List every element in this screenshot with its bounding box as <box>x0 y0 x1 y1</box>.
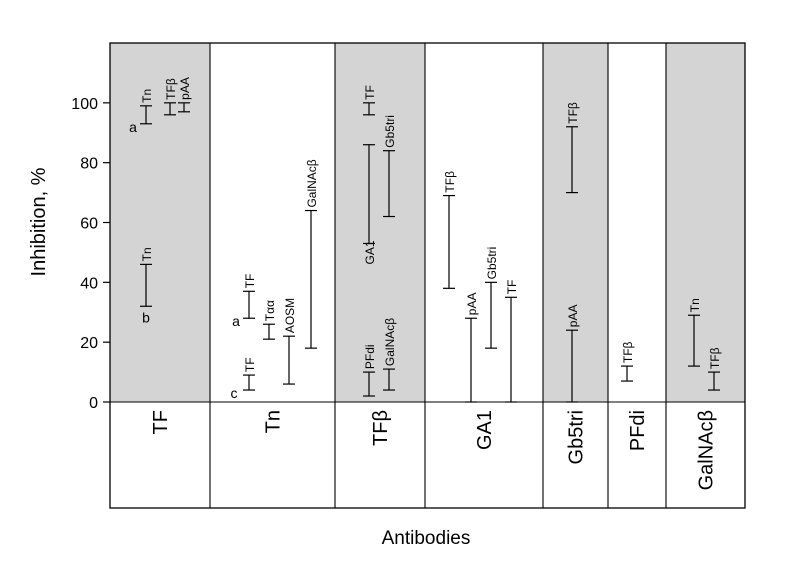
category-label-TF: TF <box>150 410 172 434</box>
bar-label: TFβ <box>708 347 722 369</box>
x-axis-label: Antibodies <box>382 528 471 549</box>
bar-label: pAA <box>178 77 192 100</box>
range-bar: GA1 <box>363 144 377 264</box>
bar-label: Tn <box>140 247 154 261</box>
category-label-Gb5tri: Gb5tri <box>566 410 588 464</box>
bar-label: GA1 <box>363 240 377 264</box>
panel-TFb <box>335 43 425 402</box>
category-label-Tn: Tn <box>263 410 285 433</box>
category-label-TFb: TFβ <box>370 410 392 446</box>
significance-letter: b <box>142 309 150 325</box>
bar-label: Tαα <box>263 300 277 321</box>
y-tick-label: 20 <box>80 335 98 352</box>
y-tick-label: 0 <box>89 395 98 412</box>
bar-label: Tn <box>140 89 154 103</box>
range-bar: GalNAcβ <box>383 318 397 391</box>
category-label-PFdi: PFdi <box>627 410 649 451</box>
range-bar: GalNAcβ <box>305 159 319 349</box>
y-tick-label: 60 <box>80 216 98 233</box>
range-bar: pAA <box>178 77 192 113</box>
range-bar: TFβ <box>443 171 457 289</box>
range-bar: pAA <box>465 293 479 403</box>
group-panels <box>110 43 745 402</box>
range-bar: Tn <box>688 298 702 367</box>
range-bar: Tn a <box>129 89 154 135</box>
significance-letter: a <box>232 313 240 329</box>
bar-label: PFdi <box>363 344 377 369</box>
range-bar: Gb5tri <box>383 115 397 218</box>
bar-label: GalNAcβ <box>383 318 397 366</box>
bar-label: TFβ <box>164 78 178 100</box>
outer-border <box>109 42 746 509</box>
range-bar: TF <box>505 280 519 403</box>
range-bar: TFβ <box>164 78 178 116</box>
bar-label: TF <box>363 85 377 100</box>
category-labels: TF Tn TFβ GA1 Gb5tri PFdi GalNAcβ <box>150 410 718 490</box>
range-bar: pAA <box>566 305 580 403</box>
range-bar: Tαα <box>263 300 277 340</box>
bar-label: TFβ <box>621 341 635 363</box>
bar-label: Tn <box>688 298 702 312</box>
panel-TF <box>110 43 210 402</box>
bar-label: Gb5tri <box>485 247 499 280</box>
range-bar: TF <box>363 85 377 116</box>
y-tick-label: 80 <box>80 156 98 173</box>
range-bar: TFβ <box>621 341 635 382</box>
panel-GalNAcb <box>666 43 745 402</box>
bar-label: TFβ <box>443 171 457 193</box>
bar-label: pAA <box>566 305 580 328</box>
bar-label: Gb5tri <box>383 115 397 148</box>
y-tick-label: 40 <box>80 275 98 292</box>
significance-letter: c <box>231 385 238 401</box>
bar-label: TF <box>243 274 257 289</box>
category-label-GA1: GA1 <box>474 410 496 450</box>
range-bar: PFdi <box>363 344 377 397</box>
range-bar: Tn b <box>140 247 154 325</box>
plot-frame <box>109 42 746 509</box>
bar-label: GalNAcβ <box>305 159 319 207</box>
range-bar: AOSM <box>283 298 297 385</box>
bar-label: pAA <box>465 293 479 316</box>
significance-letter: a <box>129 119 137 135</box>
y-tick-label: 100 <box>71 96 98 113</box>
y-axis: 0 20 40 60 80 100 <box>71 96 110 412</box>
bar-label: TF <box>505 280 519 295</box>
bar-label: TFβ <box>566 102 580 124</box>
category-label-GalNAcb: GalNAcβ <box>696 410 718 490</box>
range-bar: Gb5tri <box>485 247 499 349</box>
y-axis-label: Inhibition, % <box>28 167 50 276</box>
range-bar: TF c <box>231 357 258 401</box>
panel-Gb5tri <box>543 43 608 402</box>
range-bar: TFβ <box>566 102 580 194</box>
bar-label: AOSM <box>283 298 297 333</box>
range-bar: TF a <box>232 274 257 330</box>
bar-label: TF <box>243 357 257 372</box>
range-bar: TFβ <box>708 347 722 391</box>
